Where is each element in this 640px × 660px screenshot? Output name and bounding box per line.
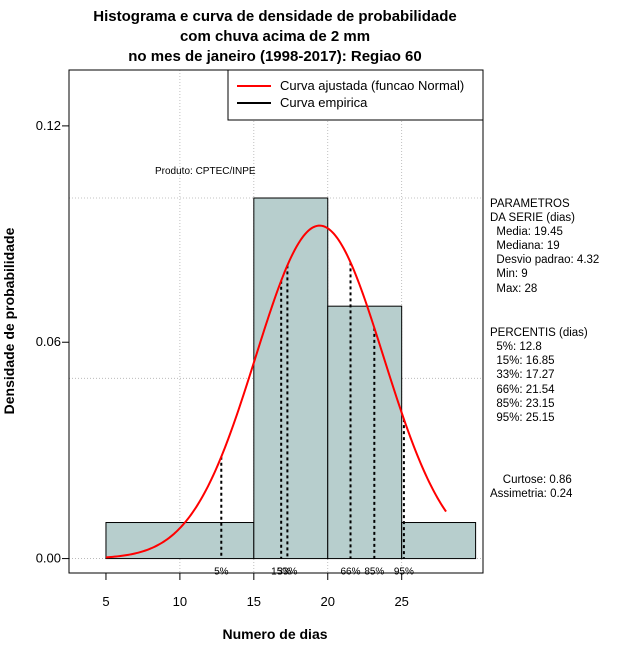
title-line-1: Histograma e curva de densidade de proba… — [93, 8, 456, 25]
percentil-line: 66%: 21.54 — [490, 384, 555, 396]
param-line: Mediana: 19 — [490, 240, 560, 252]
histogram-bar — [253, 197, 329, 560]
percentile-label: 95% — [394, 567, 414, 578]
y-axis: 0.00 0.06 0.12 — [36, 118, 70, 566]
percentile-label: 33% — [277, 567, 297, 578]
param-line: Desvio padrao: 4.32 — [490, 254, 599, 266]
product-annotation: Produto: CPTEC/INPE — [155, 166, 256, 177]
parametros-block: PARAMETROS DA SERIE (dias) Media: 19.45 … — [490, 198, 599, 295]
percentil-line: 33%: 17.27 — [490, 369, 555, 381]
param-line: Media: 19.45 — [490, 226, 563, 238]
chart-title: Histograma e curva de densidade de proba… — [93, 8, 456, 65]
assimetria-line: Assimetria: 0.24 — [490, 488, 573, 500]
percentil-line: 95%: 25.15 — [490, 412, 555, 424]
normal-curve — [105, 224, 447, 559]
title-line-2: com chuva acima de 2 mm — [180, 28, 370, 45]
x-axis-title: Numero de dias — [222, 626, 327, 642]
side-panel: PARAMETROS DA SERIE (dias) Media: 19.45 … — [490, 198, 599, 500]
x-tick-label: 20 — [321, 594, 335, 609]
percentile-label: 85% — [364, 567, 384, 578]
param-line: Max: 28 — [490, 283, 537, 295]
y-tick-label: 0.12 — [36, 118, 61, 133]
percentil-line: 85%: 23.15 — [490, 398, 555, 410]
param-line: PARAMETROS — [490, 198, 570, 210]
x-tick-label: 25 — [394, 594, 408, 609]
y-axis-title: Densidade de probabilidade — [1, 227, 17, 414]
percentil-line: 15%: 16.85 — [490, 355, 555, 367]
y-tick-label: 0.00 — [36, 551, 61, 566]
x-axis: 5 10 15 20 25 — [102, 572, 409, 609]
percentile-label: 5% — [214, 567, 229, 578]
percentile-label: 66% — [341, 567, 361, 578]
legend-label-empirical: Curva empirica — [280, 95, 368, 110]
histogram-bar — [401, 522, 477, 560]
curtose-line: Curtose: 0.86 — [490, 474, 572, 486]
param-line: Min: 9 — [490, 268, 528, 280]
shape-stats-block: Curtose: 0.86 Assimetria: 0.24 — [490, 474, 573, 500]
histogram-bar — [327, 305, 403, 560]
percentile-lines — [220, 262, 405, 559]
legend: Curva ajustada (funcao Normal) Curva emp… — [227, 69, 484, 121]
x-tick-label: 15 — [247, 594, 261, 609]
percentile-labels: 5% 15%33% 66% 85% 95% — [214, 567, 414, 578]
percentil-line: 5%: 12.8 — [490, 341, 542, 353]
y-tick-label: 0.06 — [36, 334, 61, 349]
param-line: DA SERIE (dias) — [490, 212, 575, 224]
legend-label-normal: Curva ajustada (funcao Normal) — [280, 78, 464, 93]
x-tick-label: 10 — [173, 594, 187, 609]
legend-box — [227, 69, 484, 121]
percentile-label: 15% — [271, 567, 291, 578]
title-line-3: no mes de janeiro (1998-2017): Regiao 60 — [128, 48, 421, 65]
percentis-block: PERCENTIS (dias) 5%: 12.8 15%: 16.85 33%… — [490, 327, 588, 424]
x-tick-label: 5 — [102, 594, 109, 609]
percentil-line: PERCENTIS (dias) — [490, 327, 588, 339]
